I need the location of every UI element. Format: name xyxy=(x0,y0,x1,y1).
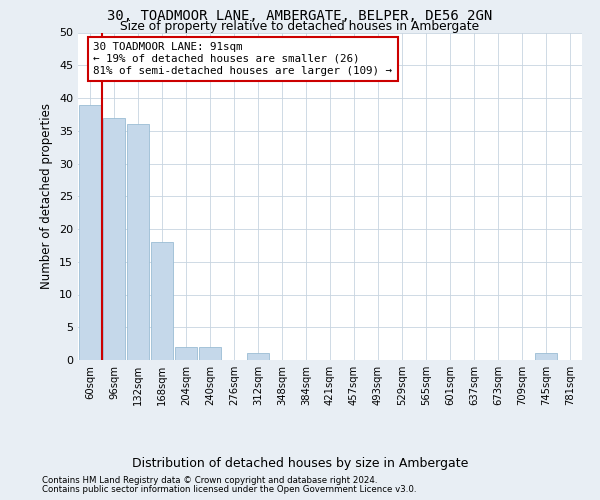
Text: Contains public sector information licensed under the Open Government Licence v3: Contains public sector information licen… xyxy=(42,485,416,494)
Bar xyxy=(535,354,557,360)
Text: Contains HM Land Registry data © Crown copyright and database right 2024.: Contains HM Land Registry data © Crown c… xyxy=(42,476,377,485)
Text: 30, TOADMOOR LANE, AMBERGATE, BELPER, DE56 2GN: 30, TOADMOOR LANE, AMBERGATE, BELPER, DE… xyxy=(107,9,493,23)
Bar xyxy=(79,104,101,360)
Bar xyxy=(175,347,197,360)
Bar xyxy=(103,118,125,360)
Bar xyxy=(247,354,269,360)
Y-axis label: Number of detached properties: Number of detached properties xyxy=(40,104,53,289)
Bar xyxy=(151,242,173,360)
Text: 30 TOADMOOR LANE: 91sqm
← 19% of detached houses are smaller (26)
81% of semi-de: 30 TOADMOOR LANE: 91sqm ← 19% of detache… xyxy=(93,42,392,76)
Text: Size of property relative to detached houses in Ambergate: Size of property relative to detached ho… xyxy=(121,20,479,33)
Text: Distribution of detached houses by size in Ambergate: Distribution of detached houses by size … xyxy=(132,458,468,470)
Bar xyxy=(127,124,149,360)
Bar xyxy=(199,347,221,360)
